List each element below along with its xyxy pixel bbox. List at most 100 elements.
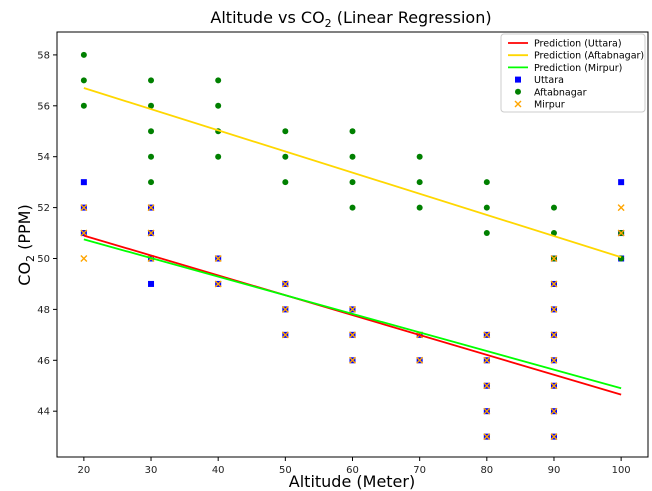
aftabnagar-point [282, 179, 289, 186]
legend-box [500, 33, 646, 113]
y-axis-title-main: CO [15, 262, 34, 286]
mirpur-point [349, 356, 356, 364]
y-tick-label: 48 [37, 305, 50, 316]
aftabnagar-point [148, 128, 155, 135]
aftabnagar-point [550, 230, 557, 237]
x-tick-label: 80 [480, 465, 493, 476]
mirpur-point [147, 229, 155, 237]
legend-label: Prediction (Aftabnagar) [534, 51, 644, 62]
x-tick-label: 70 [413, 465, 426, 476]
mirpur-point [80, 229, 88, 237]
y-tick-label: 44 [37, 407, 50, 418]
uttara-point [618, 179, 625, 186]
y-tick-label: 50 [37, 254, 50, 265]
mirpur-point [483, 407, 491, 415]
aftabnagar-point [80, 51, 87, 58]
legend-label: Uttara [534, 75, 564, 86]
y-axis-title-subscript: 2 [24, 255, 37, 262]
mirpur-point [349, 331, 356, 339]
mirpur-point [617, 204, 625, 212]
legend-label: Prediction (Uttara) [534, 39, 622, 50]
x-tick-label: 100 [612, 465, 631, 476]
legend-marker-swatch [515, 76, 521, 83]
y-tick-label: 52 [37, 203, 50, 214]
uttara-regression-line [83, 234, 622, 396]
mirpur-point [281, 331, 289, 339]
aftabnagar-point [215, 102, 222, 109]
legend-label: Prediction (Mirpur) [534, 63, 622, 74]
aftabnagar-regression-line [83, 87, 622, 259]
mirpur-point [214, 280, 222, 288]
aftabnagar-point [483, 204, 490, 211]
aftabnagar-point [215, 153, 222, 160]
uttara-point [80, 179, 87, 186]
x-tick-label: 20 [77, 465, 90, 476]
mirpur-regression-line [83, 238, 622, 390]
aftabnagar-point [349, 153, 356, 160]
legend-marker-swatch [514, 100, 522, 108]
mirpur-point [617, 229, 625, 237]
aftabnagar-point [416, 179, 423, 186]
mirpur-point [550, 407, 558, 415]
regression-lines [83, 87, 622, 396]
y-tick-label: 54 [37, 152, 50, 163]
mirpur-point [550, 331, 558, 339]
y-axis-title: CO2 (PPM) [15, 204, 37, 285]
mirpur-point [416, 356, 424, 364]
mirpur-point [483, 433, 491, 441]
mirpur-point [483, 382, 491, 390]
legend-label: Mirpur [534, 100, 565, 111]
mirpur-points [80, 204, 625, 441]
aftabnagar-point [148, 102, 155, 109]
aftabnagar-point [550, 204, 557, 211]
y-tick-label: 56 [37, 101, 50, 112]
chart-title-suffix: (Linear Regression) [332, 8, 492, 27]
aftabnagar-point [416, 153, 423, 160]
aftabnagar-point [80, 77, 87, 84]
uttara-point [148, 280, 155, 287]
mirpur-point [483, 331, 491, 339]
aftabnagar-point [349, 204, 356, 211]
y-tick-label: 58 [37, 50, 50, 61]
x-axis-title: Altitude (Meter) [289, 472, 415, 491]
chart-title: Altitude vs CO2 (Linear Regression) [210, 8, 491, 30]
mirpur-point [550, 255, 558, 262]
aftabnagar-point [282, 128, 289, 135]
x-tick-label: 50 [279, 465, 292, 476]
mirpur-point [550, 280, 558, 288]
aftabnagar-point [483, 179, 490, 186]
x-tick-label: 30 [145, 465, 158, 476]
mirpur-point [349, 305, 356, 313]
mirpur-point [281, 305, 289, 313]
aftabnagar-point [148, 179, 155, 186]
y-axis-title-suffix: (PPM) [15, 204, 34, 255]
mirpur-point [550, 433, 558, 441]
x-tick-label: 60 [346, 465, 359, 476]
aftabnagar-point [349, 179, 356, 186]
aftabnagar-point [148, 153, 155, 160]
y-tick-label: 46 [37, 356, 50, 367]
mirpur-point [80, 204, 88, 212]
chart-title-subscript: 2 [325, 17, 332, 30]
x-tick-label: 40 [212, 465, 225, 476]
legend-marker-swatch [515, 88, 521, 95]
x-tick-label: 90 [548, 465, 561, 476]
aftabnagar-point [483, 230, 490, 237]
mirpur-point [483, 356, 491, 364]
aftabnagar-point [416, 204, 423, 211]
mirpur-point [80, 255, 88, 262]
y-axis-ticks: 44 46 48 50 52 54 56 58 [37, 50, 57, 418]
legend: Prediction (Uttara)Prediction (Aftabnaga… [500, 33, 646, 113]
chart-title-main: Altitude vs CO [210, 8, 324, 27]
mirpur-point [550, 305, 558, 313]
aftabnagar-point [80, 102, 87, 109]
aftabnagar-point [215, 77, 222, 84]
mirpur-point [214, 255, 222, 262]
mirpur-point [550, 356, 558, 364]
aftabnagar-point [349, 128, 356, 135]
aftabnagar-point [282, 153, 289, 160]
mirpur-point [550, 382, 558, 390]
x-axis-ticks: 20 30 40 50 60 70 80 90 100 [77, 457, 631, 476]
mirpur-point [281, 280, 289, 288]
